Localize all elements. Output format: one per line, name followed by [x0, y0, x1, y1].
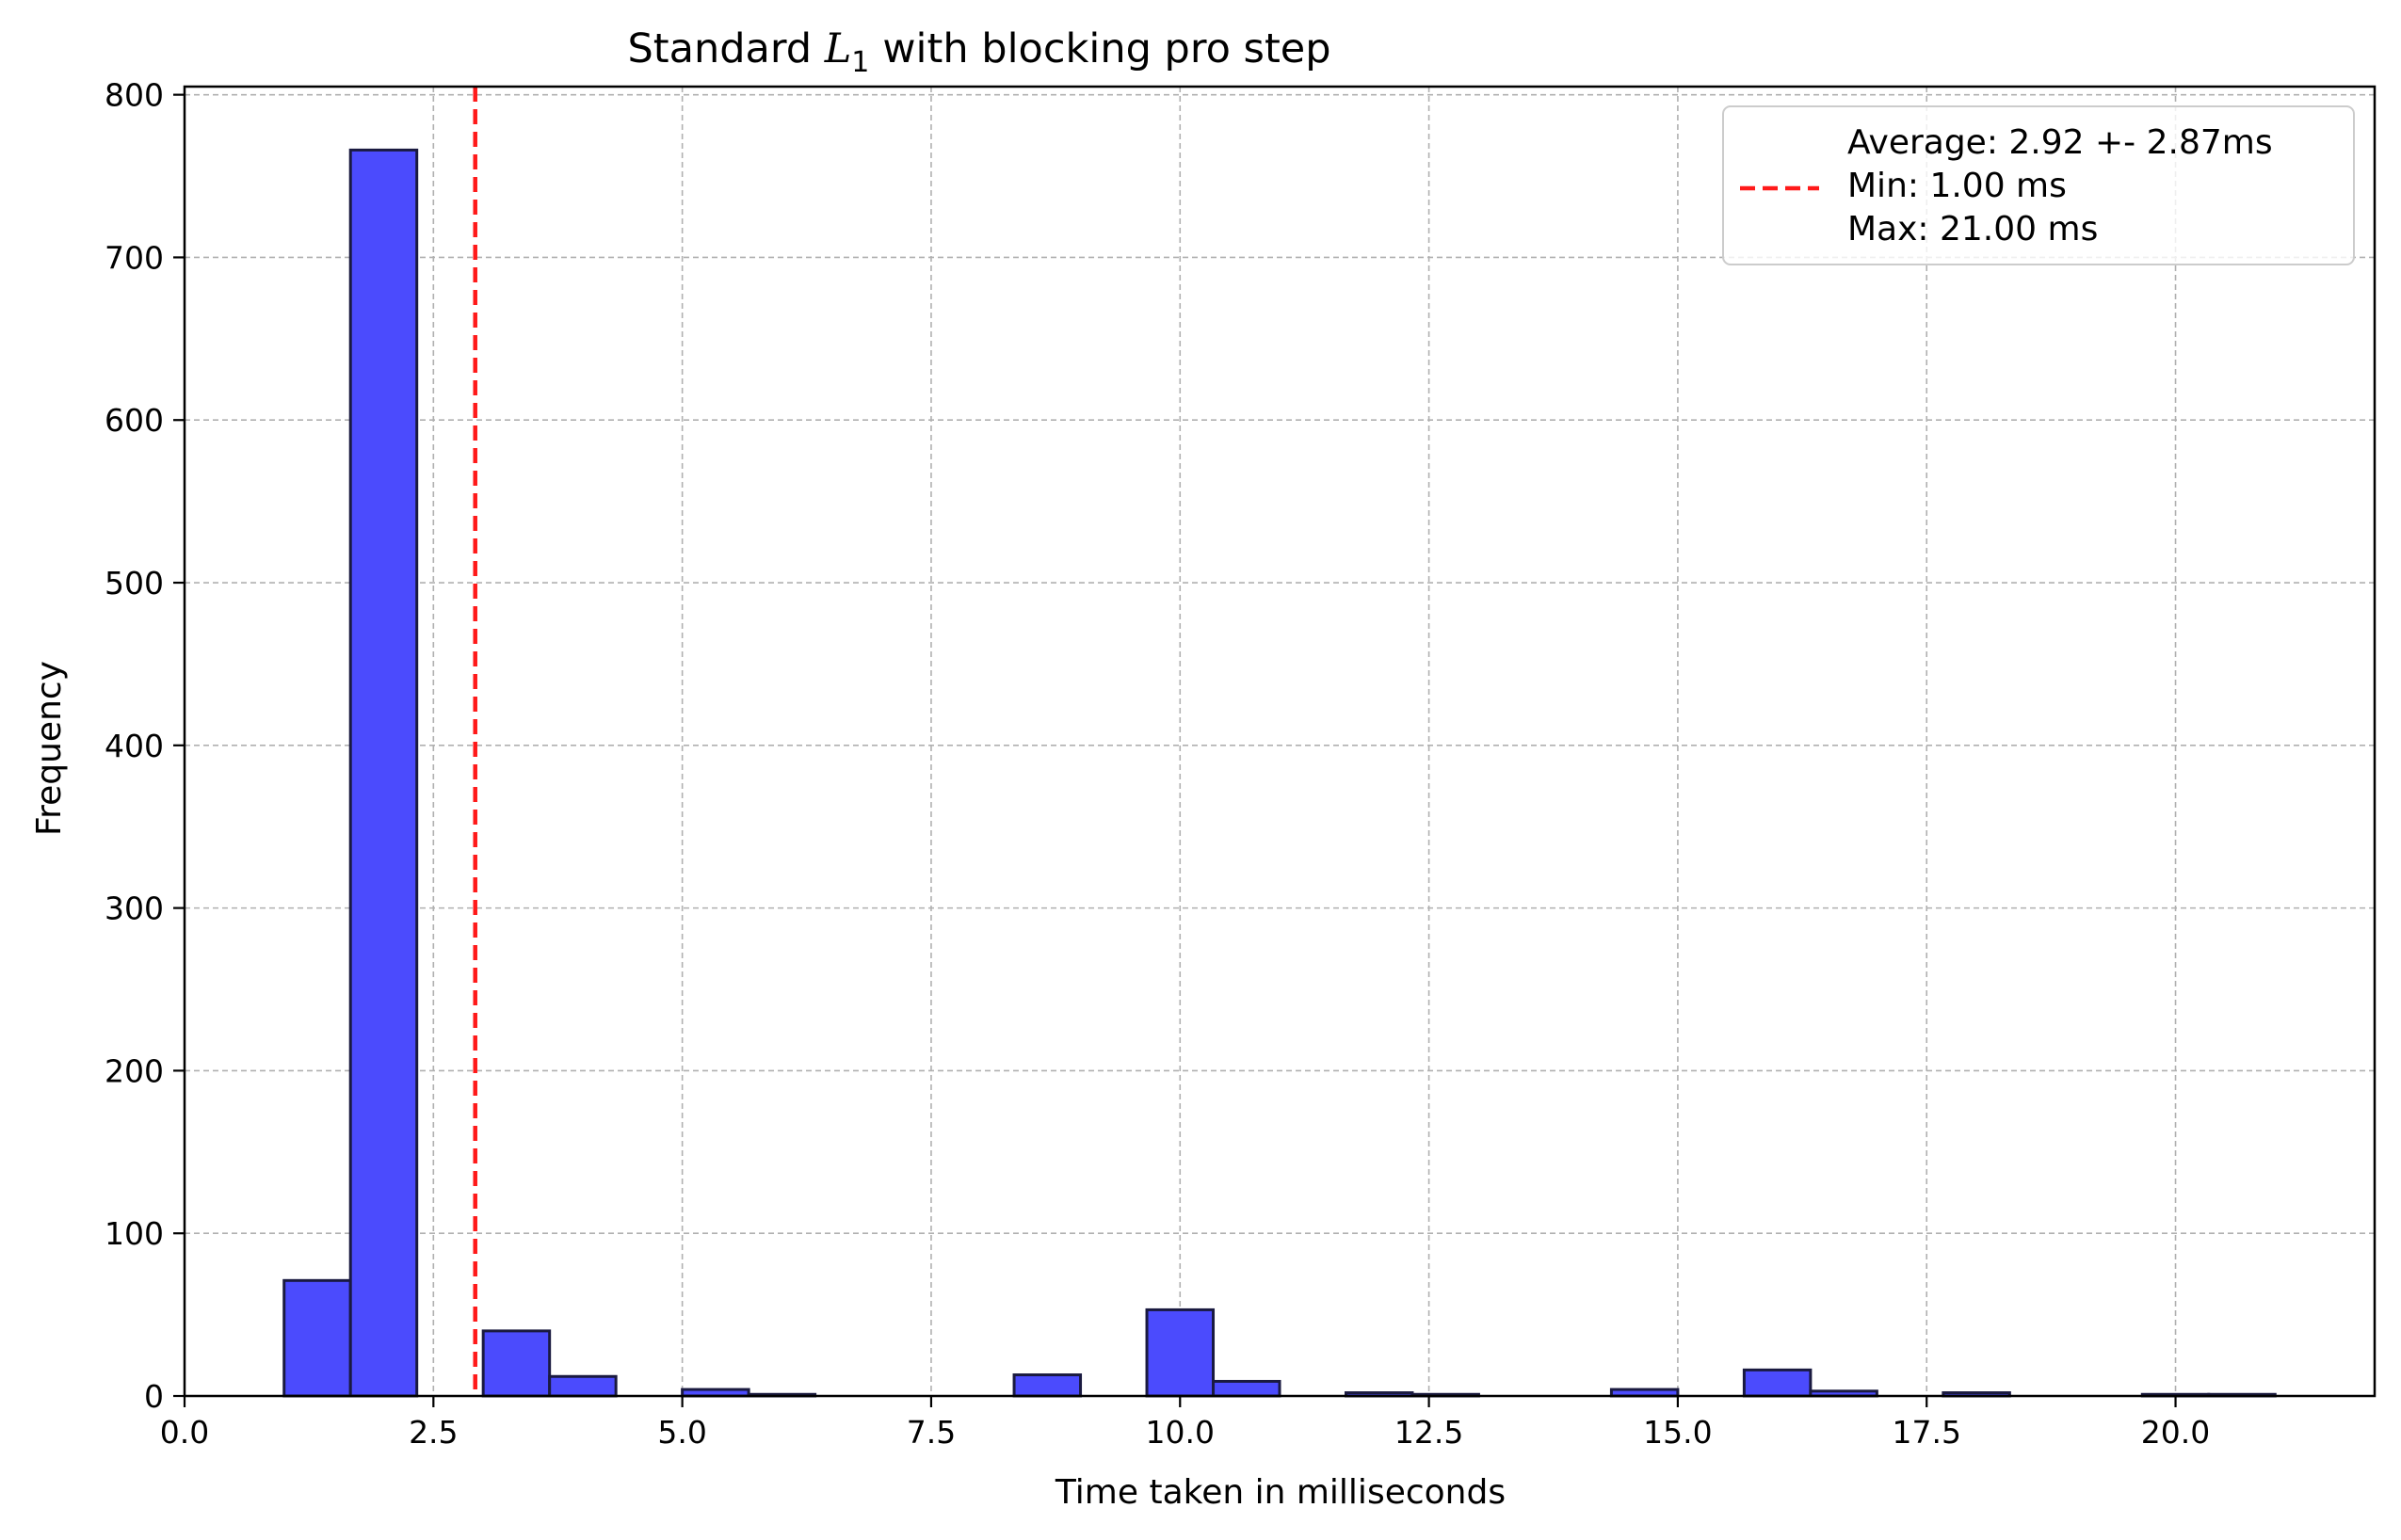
y-tick-label-1: 100 [105, 1215, 164, 1252]
y-tick-label-8: 800 [105, 77, 164, 114]
chart-title: Standard L1 with blocking pro step [627, 25, 1330, 79]
x-tick-label-0: 0.0 [160, 1414, 209, 1451]
legend-min-label: Min: 1.00 ms [1847, 167, 2067, 205]
x-axis-label: Time taken in milliseconds [1055, 1473, 1506, 1512]
histogram-bar-0 [282, 1278, 352, 1398]
axes [183, 85, 2377, 1398]
histogram-bar-13 [1145, 1307, 1216, 1398]
x-axis-ticks: 0.0 2.5 5.0 7.5 10.0 12.5 15.0 17.5 20.0 [160, 1396, 2210, 1451]
x-tick-label-3: 7.5 [907, 1414, 956, 1451]
x-tick-label-4: 10.0 [1146, 1414, 1215, 1451]
x-tick-label-2: 5.0 [657, 1414, 706, 1451]
x-tick-label-5: 12.5 [1394, 1414, 1463, 1451]
histogram-bar-11 [1012, 1373, 1083, 1398]
legend-box [1722, 105, 2355, 265]
y-tick-label-5: 500 [105, 565, 164, 602]
chart-title-suffix: with blocking pro step [882, 25, 1330, 72]
chart-title-subscript: 1 [851, 46, 869, 79]
chart-title-math: L [824, 25, 852, 72]
plot-frame [183, 85, 2377, 1398]
y-axis-ticks: 0 100 200 300 400 500 600 700 800 [105, 77, 185, 1415]
x-tick-label-8: 20.0 [2141, 1414, 2210, 1451]
y-tick-label-4: 400 [105, 728, 164, 764]
histogram-bar-4 [548, 1374, 618, 1398]
histogram-bar-1 [348, 148, 419, 1398]
histogram-bar-3 [481, 1329, 552, 1398]
x-tick-label-6: 15.0 [1643, 1414, 1712, 1451]
legend-average-label: Average: 2.92 +- 2.87ms [1847, 123, 2273, 162]
chart-title-prefix: Standard [627, 25, 812, 72]
y-tick-label-3: 300 [105, 890, 164, 927]
histogram-bar-22 [1742, 1368, 1813, 1398]
x-tick-label-1: 2.5 [409, 1414, 458, 1451]
histogram-bar-14 [1212, 1379, 1281, 1398]
y-tick-label-2: 200 [105, 1052, 164, 1089]
y-tick-label-6: 600 [105, 402, 164, 439]
y-axis-label: Frequency [30, 661, 69, 836]
legend: Average: 2.92 +- 2.87ms Min: 1.00 ms Max… [1722, 105, 2355, 265]
histogram-bars [282, 148, 2277, 1398]
y-tick-label-7: 700 [105, 239, 164, 276]
legend-max-label: Max: 21.00 ms [1847, 210, 2098, 249]
y-tick-label-0: 0 [144, 1378, 164, 1415]
x-tick-label-7: 17.5 [1892, 1414, 1960, 1451]
